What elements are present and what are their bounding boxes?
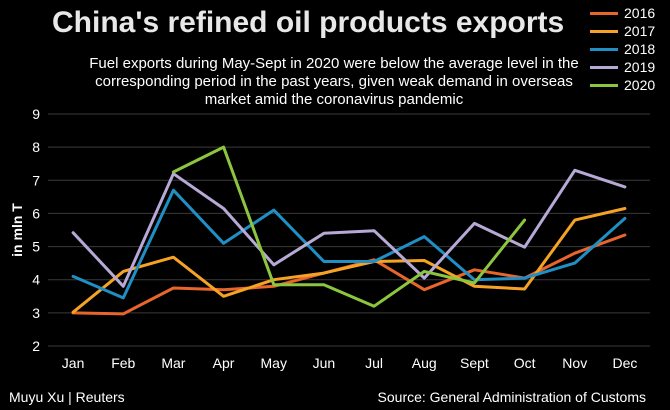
chart-subtitle: Fuel exports during May-Sept in 2020 wer… [89,55,579,108]
legend-swatch [590,83,618,87]
legend-label: 2019 [624,59,656,75]
legend-swatch [590,29,618,33]
legend-item-2020: 2020 [590,76,655,94]
legend-label: 2018 [624,41,656,57]
y-tick-label: 6 [32,205,40,221]
legend-item-2018: 2018 [590,40,655,58]
x-tick-label: Sept [460,355,489,371]
x-tick-label: Oct [514,355,536,371]
series-line-2017 [71,207,627,314]
legend-swatch [590,47,618,51]
y-tick-label: 5 [32,239,40,255]
y-tick-label: 3 [32,305,40,321]
legend-label: 2017 [624,23,656,39]
legend-item-2019: 2019 [590,58,655,76]
y-tick-label: 2 [32,338,40,354]
source-text: Source: General Administration of Custom… [377,389,646,405]
series-line-2018 [71,188,627,300]
x-tick-label: Dec [612,355,637,371]
x-tick-label: Aug [412,355,437,371]
x-tick-label: Nov [562,355,587,371]
x-tick-label: May [261,355,287,371]
legend-item-2017: 2017 [590,22,655,40]
y-axis-label: in mln T [9,203,25,257]
legend-label: 2016 [624,5,656,21]
credit-text: Muyu Xu | Reuters [9,389,125,405]
x-tick-label: Apr [213,355,235,371]
x-tick-label: Mar [161,355,185,371]
y-tick-label: 9 [32,106,40,122]
legend-swatch [590,65,618,69]
y-tick-label: 8 [32,139,40,155]
y-tick-label: 4 [32,272,40,288]
legend-swatch [590,11,618,15]
x-tick-label: Feb [111,355,135,371]
x-tick-label: Jan [62,355,85,371]
legend: 2016 2017 2018 2019 2020 [590,4,655,94]
y-tick-label: 7 [32,172,40,188]
x-tick-label: Jul [365,355,383,371]
series-line-2020 [171,145,527,308]
legend-label: 2020 [624,77,656,93]
series-line-2019 [71,168,627,288]
chart-title: China's refined oil products exports [52,6,565,39]
legend-item-2016: 2016 [590,4,655,22]
x-tick-label: Jun [313,355,336,371]
